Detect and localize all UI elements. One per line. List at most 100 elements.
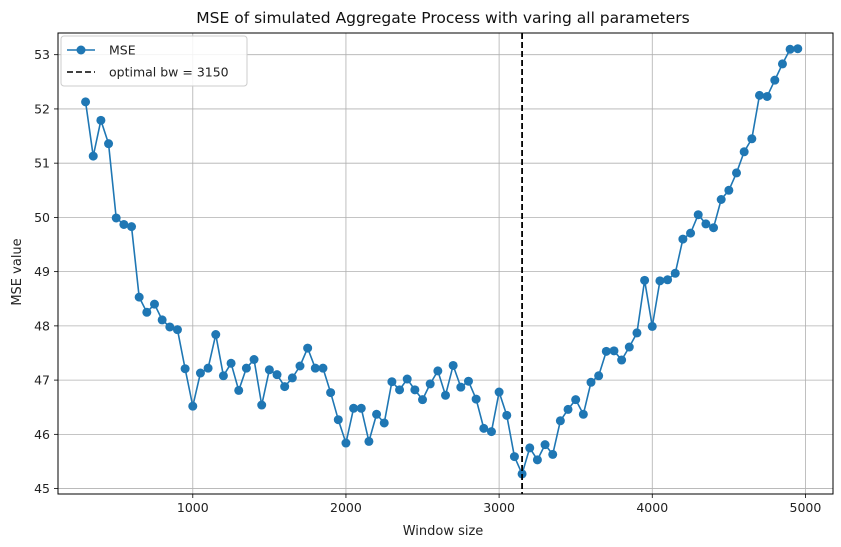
mse-point <box>586 377 596 387</box>
mse-point <box>149 299 159 309</box>
mse-point <box>617 355 627 365</box>
mse-point <box>257 400 267 410</box>
x-tick-label: 2000 <box>330 500 362 515</box>
mse-point <box>425 379 435 389</box>
legend-label-optimal: optimal bw = 3150 <box>109 65 229 80</box>
mse-point <box>287 373 297 383</box>
mse-point <box>310 363 320 373</box>
mse-point <box>609 346 619 356</box>
mse-point <box>295 361 305 371</box>
mse-point <box>364 436 374 446</box>
mse-point <box>272 370 282 380</box>
mse-point <box>601 346 611 356</box>
mse-point <box>280 382 290 392</box>
mse-point <box>509 452 519 462</box>
mse-point <box>716 195 726 205</box>
mse-point <box>532 455 542 465</box>
y-tick-label: 46 <box>34 427 50 442</box>
legend-label-mse: MSE <box>109 43 136 58</box>
x-axis-label: Window size <box>403 524 484 539</box>
mse-point <box>96 115 106 125</box>
mse-point <box>777 59 787 69</box>
y-tick-label: 49 <box>34 264 50 279</box>
mse-point <box>249 354 259 364</box>
mse-point <box>578 409 588 419</box>
mse-point <box>502 410 512 420</box>
mse-point <box>165 322 175 332</box>
mse-point <box>647 321 657 331</box>
mse-point <box>188 401 198 411</box>
mse-point <box>218 371 228 381</box>
y-tick-label: 45 <box>34 481 50 496</box>
mse-point <box>571 395 581 405</box>
mse-point <box>693 210 703 220</box>
legend-box <box>60 35 248 87</box>
x-tick-label: 3000 <box>483 500 515 515</box>
mse-point <box>104 139 114 149</box>
mse-point <box>111 213 121 223</box>
mse-point <box>387 377 397 387</box>
mse-point <box>195 368 205 378</box>
mse-point <box>701 219 711 229</box>
legend-marker-mse <box>76 45 86 55</box>
mse-point <box>127 222 137 232</box>
x-axis: 1000 2000 3000 4000 5000 <box>177 494 822 515</box>
axes-frame <box>57 32 834 495</box>
x-tick-label: 1000 <box>177 500 209 515</box>
mse-point <box>594 371 604 381</box>
y-tick-label: 50 <box>34 210 50 225</box>
mse-point <box>418 395 428 405</box>
mse-point <box>793 44 803 54</box>
mse-point <box>632 328 642 338</box>
plot-area <box>81 33 803 494</box>
mse-point <box>732 168 742 178</box>
mse-point <box>441 390 450 400</box>
mse-point <box>479 423 489 433</box>
mse-point <box>770 75 780 85</box>
mse-point <box>670 268 680 278</box>
y-axis: 45 46 47 48 49 50 51 52 53 <box>34 47 58 496</box>
mse-point <box>134 292 144 302</box>
mse-point <box>525 443 535 453</box>
mse-point <box>709 223 719 233</box>
y-tick-label: 51 <box>34 156 50 171</box>
mse-point <box>402 374 412 384</box>
mse-point <box>341 438 351 448</box>
mse-point <box>318 363 328 373</box>
legend: MSE optimal bw = 3150 <box>60 35 248 87</box>
mse-point <box>303 343 313 353</box>
mse-point <box>678 234 688 244</box>
mse-point <box>548 449 558 459</box>
mse-point <box>211 330 221 340</box>
mse-point <box>234 385 244 395</box>
mse-point <box>81 97 91 107</box>
mse-point <box>433 366 443 376</box>
mse-point <box>448 360 458 370</box>
x-tick-label: 5000 <box>790 500 822 515</box>
mse-point <box>356 403 366 413</box>
mse-point <box>395 385 405 395</box>
mse-point <box>655 276 665 286</box>
mse-point <box>739 147 749 157</box>
mse-point <box>157 315 167 325</box>
mse-point <box>241 363 251 373</box>
mse-point <box>785 44 795 54</box>
y-axis-label: MSE value <box>10 238 25 305</box>
mse-point <box>410 385 420 395</box>
mse-point <box>372 409 382 419</box>
mse-point <box>326 388 336 398</box>
mse-point <box>762 91 772 101</box>
mse-point <box>88 151 98 161</box>
mse-point <box>494 387 504 397</box>
mse-point <box>486 427 496 437</box>
mse-series-line <box>84 47 798 475</box>
mse-point <box>349 403 359 413</box>
mse-point <box>640 275 650 285</box>
mse-point <box>379 418 389 428</box>
y-tick-label: 48 <box>34 318 50 333</box>
mse-point <box>142 307 152 317</box>
mse-point <box>203 363 213 373</box>
y-tick-label: 53 <box>34 47 50 62</box>
